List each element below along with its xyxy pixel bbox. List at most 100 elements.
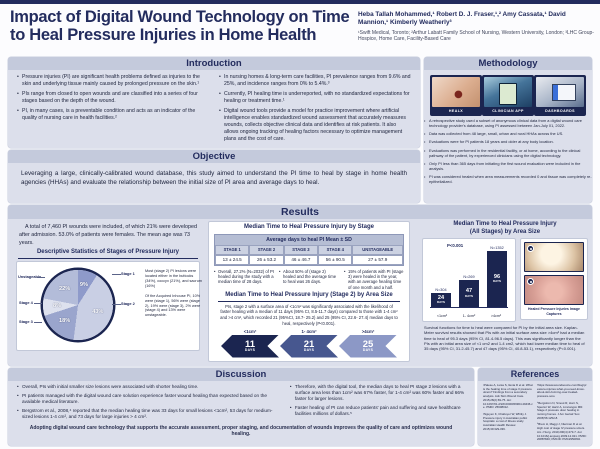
- note: 15% of patients with PI (stage 3) were h…: [344, 269, 404, 291]
- wound-photo: [432, 77, 480, 107]
- table-cell: 13 ± 24.5: [215, 254, 250, 265]
- leader-line: [34, 321, 42, 323]
- objective-text: Leveraging a large, clinically-calibrate…: [21, 170, 407, 187]
- bullet-item: PIs range from closed to open wounds and…: [17, 91, 209, 105]
- discussion-conclusion: Adopting digital wound care technology t…: [29, 424, 453, 438]
- section-introduction: Introduction Pressure injuries (PI) are …: [8, 57, 420, 148]
- chevron-arrow-icon: 25 DAYS: [339, 334, 397, 358]
- leader-line: [34, 302, 42, 304]
- healed-wound-photo-1: [524, 242, 584, 272]
- column-header: STAGE 3: [283, 244, 319, 255]
- n-label: N=1352: [490, 246, 504, 250]
- all-stages-title: Median Time to Heal Pressure Injury (All…: [420, 221, 590, 236]
- image-label: CLINICIAN APP: [492, 109, 524, 113]
- bar: 47 DAYS: [459, 280, 479, 307]
- pie-label-stage2: Stage 2: [121, 300, 135, 306]
- chevron-arrow-icon: 11 DAYS: [221, 334, 279, 358]
- pie-percent-stage2: 43%: [92, 309, 104, 316]
- introduction-col1: Pressure injuries (PI) are significant h…: [17, 74, 209, 146]
- bar-group: N=269 47 DAYS: [458, 275, 480, 307]
- pie-note: Of the Acquired Inhouse PI, 10% were (st…: [145, 293, 201, 318]
- x-axis-label: >4cm²: [490, 314, 502, 318]
- pie-chart: [43, 269, 113, 340]
- note: About 50% of (stage 2) healed and the av…: [279, 269, 339, 291]
- divider: [18, 257, 198, 259]
- references-heading: References: [478, 368, 592, 381]
- pie-label-stage1: Stage 1: [121, 270, 135, 276]
- bar-chart: N=304 24 DAYS N=269 47 DAYS: [430, 241, 508, 308]
- pie-label-stage3: Stage 3: [19, 318, 33, 324]
- camera-badge-icon: [527, 245, 534, 252]
- bar-days-unit: DAYS: [464, 293, 474, 298]
- results-left-column: A total of 7,460 PI wounds were included…: [12, 221, 204, 351]
- results-heading: Results: [8, 205, 592, 219]
- discussion-col1: Overall, PIs with initial smaller size l…: [17, 384, 280, 424]
- introduction-heading: Introduction: [8, 57, 420, 70]
- stage-table: Average days to heal PI Mean ± SD STAGE …: [214, 233, 404, 266]
- leader-line: [112, 273, 121, 275]
- leader-line: [37, 276, 45, 278]
- stage-table-title: Median Time to Heal Pressure Injury by S…: [244, 224, 374, 230]
- reference-item: ³https://www.woundsource.com/blog/pressu…: [537, 383, 587, 399]
- chevron-arrow-icon: 21 DAYS: [280, 334, 338, 358]
- table-cell: 26 ± 53.2: [249, 254, 284, 265]
- leader-line: [112, 303, 121, 305]
- introduction-col2: In nursing homes & long-term care facili…: [219, 74, 411, 146]
- stage2-area-text: PIs, stage 2 with a surface area of <1cm…: [220, 303, 398, 326]
- pie-percent-stage1: 9%: [79, 281, 88, 288]
- image-label: DASHBOARDS: [545, 109, 575, 113]
- clinician-app-photo: [484, 77, 532, 107]
- reference-item: ⁵Brem H, Maggi J, Nierman D et al. High …: [537, 422, 587, 442]
- bullet-item: Currently, PI healing time is underrepor…: [219, 91, 411, 105]
- all-stages-title-line1: Median Time to Heal Pressure Injury: [453, 221, 557, 227]
- methodology-images: HEALX CLINICIAN APP DASHBOARDS: [424, 70, 592, 118]
- bullet-item: PI was considered healed when area measu…: [424, 174, 592, 184]
- pie-percent-stage4: 8%: [52, 303, 62, 310]
- arrow-group: <1cm² 11 DAYS: [221, 329, 279, 358]
- area-size-label: 1- 4cm²: [301, 328, 317, 334]
- reference-item: ²Nguyen K, Chaboyer W, Whitty J. Pressur…: [483, 412, 528, 431]
- healed-wound-photo-2: [524, 275, 584, 305]
- references-col2: ³https://www.woundsource.com/blog/pressu…: [537, 383, 587, 445]
- bullet-item: In nursing homes & long-term care facili…: [219, 74, 411, 88]
- bullet-item: Bergstrom et al., 2008,⁴ reported that t…: [17, 408, 280, 420]
- pie-percent-unstageable: 22%: [58, 285, 71, 292]
- stage-table-value-row: 13 ± 24.5 26 ± 53.2 46 ± 46.7 56 ± 90.5 …: [215, 254, 403, 265]
- days-unit: DAYS: [362, 348, 374, 353]
- healed-images-caption: Healed Pressure Injuries Image Captures: [528, 307, 580, 316]
- methodology-heading: Methodology: [424, 57, 592, 70]
- bar-days-value: 24: [437, 294, 445, 301]
- bullet-item: PI patients managed with the digital wou…: [17, 393, 280, 405]
- bullet-item: Only PI less than 365 days from initiati…: [424, 161, 592, 171]
- divider: [218, 300, 400, 302]
- section-results: Results A total of 7,460 PI wounds were …: [8, 205, 592, 366]
- discussion-col2: Therefore, with the digital tool, the me…: [290, 384, 465, 424]
- stage-table-notes: Overall, 27.2% (N=2032) of PI healed dur…: [214, 269, 404, 291]
- discussion-heading: Discussion: [8, 368, 474, 381]
- top-accent-bar: [0, 0, 600, 4]
- results-summary: A total of 7,460 PI wounds were included…: [19, 224, 198, 246]
- image-card-clinician-app: CLINICIAN APP: [482, 75, 534, 116]
- days-value: 11: [244, 338, 256, 350]
- bullet-item: PI, in many cases, is a preventable cond…: [17, 108, 209, 122]
- bar-x-axis-labels: <1cm² 1- 4cm² >4cm²: [430, 314, 508, 318]
- image-label: HEALX: [448, 109, 464, 113]
- section-discussion: Discussion Overall, PIs with initial sma…: [8, 368, 474, 446]
- references-col1: ¹Palese A, Luisa S, Ilenia D et al. What…: [483, 383, 533, 445]
- x-axis-label: <1cm²: [436, 314, 448, 318]
- image-card-dashboards: DASHBOARDS: [534, 75, 586, 116]
- days-value: 25: [362, 338, 374, 350]
- page-title: Impact of Digital Wound Technology on Ti…: [10, 8, 350, 45]
- discussion-body: Overall, PIs with initial smaller size l…: [8, 381, 474, 424]
- bullet-item: Data was collected from 48 large, small,…: [424, 131, 592, 136]
- bullet-item: Evaluations were for PI patients 18 year…: [424, 139, 592, 144]
- column-header: UNSTAGEABLE: [352, 244, 403, 255]
- section-objective: Objective Leveraging a large, clinically…: [8, 150, 420, 203]
- x-axis-label: 1- 4cm²: [462, 314, 476, 318]
- arrow-group: >4cm² 25 DAYS: [339, 329, 397, 358]
- section-references: References ¹Palese A, Luisa S, Ilenia D …: [478, 368, 592, 446]
- table-cell: 46 ± 46.7: [283, 254, 319, 265]
- affiliations: ¹Swift Medical, Toronto; ²Arthur Labatt …: [358, 29, 594, 43]
- bar-days-unit: DAYS: [492, 279, 502, 284]
